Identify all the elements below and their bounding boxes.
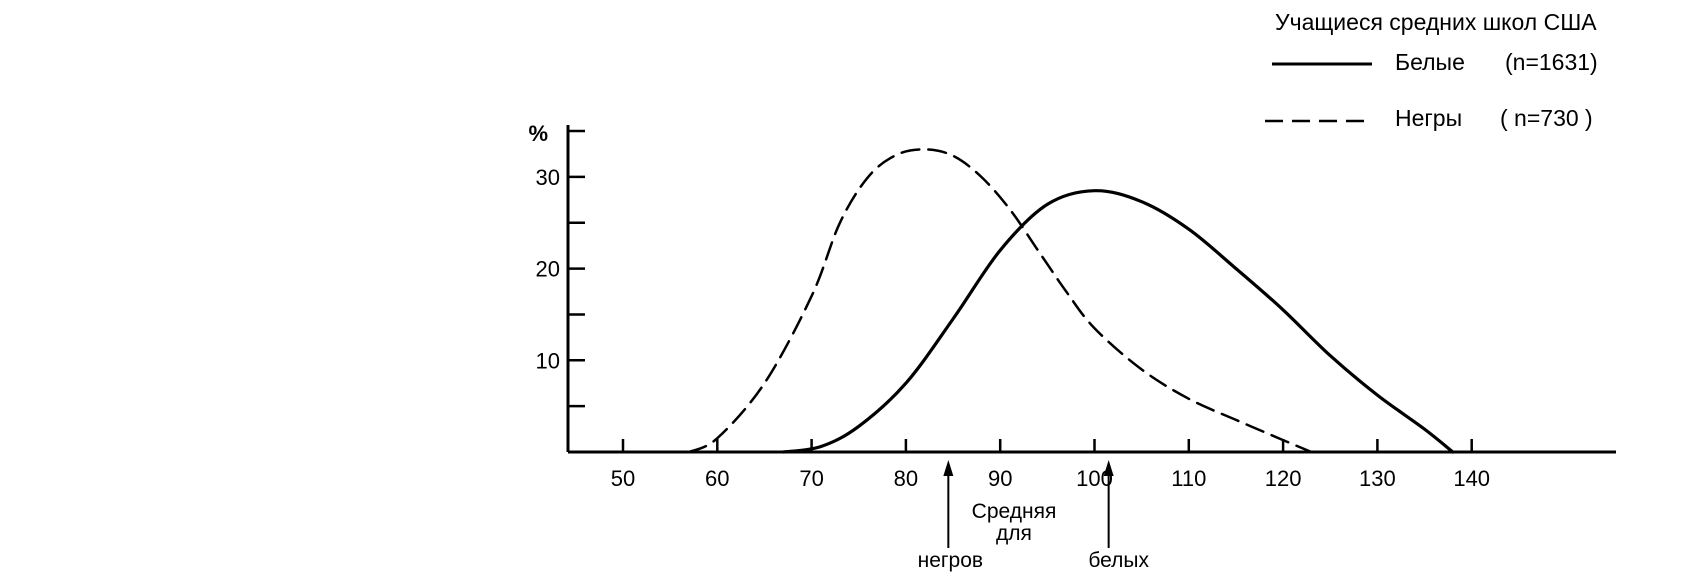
- series-line-white: [781, 189, 1455, 454]
- legend-label-negro: Негры: [1395, 105, 1462, 131]
- x-tick-label-70: 70: [799, 466, 823, 491]
- series-layer: [687, 148, 1455, 454]
- x-tick-label-80: 80: [894, 466, 918, 491]
- x-tick-label-60: 60: [705, 466, 729, 491]
- mean-for-label: для: [996, 522, 1032, 545]
- mean-title-label: Средняя: [972, 500, 1057, 523]
- x-ticks: 50 60 70 80 90 100 110 120 130 140: [611, 439, 1490, 491]
- legend: Учащиеся средних школ США Белые (n=1631)…: [1265, 9, 1598, 131]
- axes: [566, 125, 1616, 454]
- x-tick-label-50: 50: [611, 466, 635, 491]
- y-ticks: 10 20 30: [536, 129, 585, 408]
- x-tick-label-130: 130: [1359, 466, 1396, 491]
- y-tick-label-10: 10: [536, 348, 560, 373]
- mean-annotations: Средняя для негров белых: [918, 460, 1149, 572]
- x-tick-label-90: 90: [988, 466, 1012, 491]
- x-tick-label-110: 110: [1171, 466, 1206, 491]
- x-tick-label-140: 140: [1453, 466, 1490, 491]
- white-mean-label: белых: [1088, 549, 1149, 572]
- negro-mean-arrow-head: [943, 460, 954, 476]
- white-mean-arrow-head: [1103, 460, 1114, 476]
- legend-label-white: Белые: [1395, 49, 1465, 75]
- mean-arrows: [943, 460, 1114, 548]
- negro-mean-label: негров: [918, 549, 983, 572]
- y-axis-label: %: [528, 121, 548, 146]
- x-tick-label-120: 120: [1265, 466, 1302, 491]
- y-tick-label-20: 20: [536, 257, 560, 282]
- series-line-negro: [687, 148, 1313, 454]
- y-tick-label-30: 30: [536, 165, 560, 190]
- legend-n-negro: ( n=730 ): [1500, 105, 1593, 131]
- legend-n-white: (n=1631): [1505, 49, 1598, 75]
- legend-title: Учащиеся средних школ США: [1275, 9, 1597, 35]
